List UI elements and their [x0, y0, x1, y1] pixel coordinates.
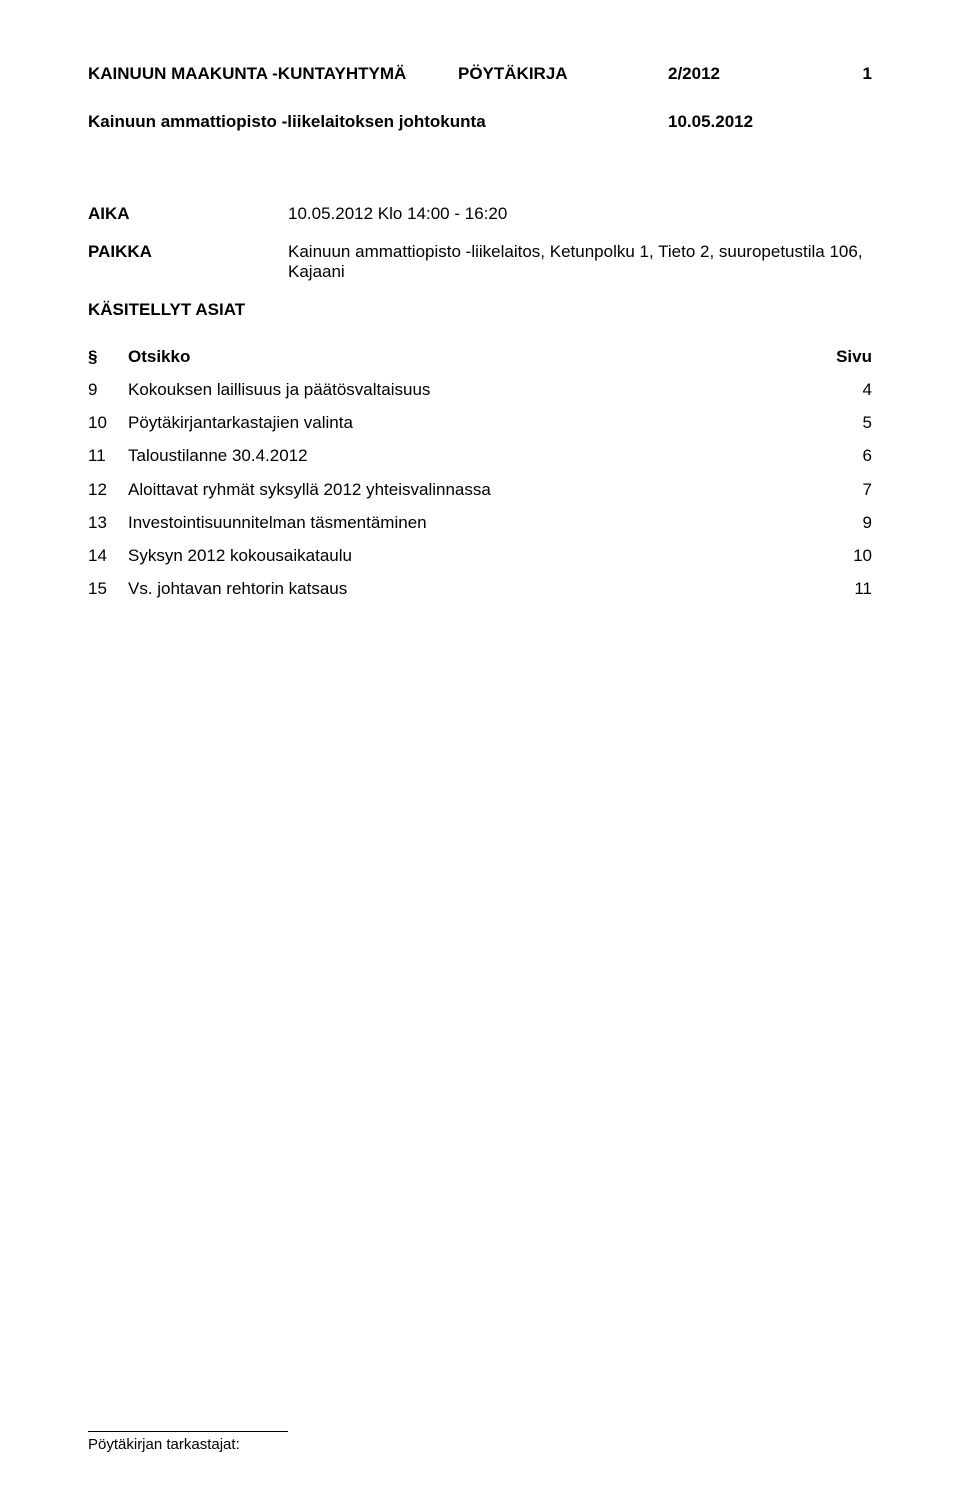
toc-title: Vs. johtavan rehtorin katsaus: [128, 572, 812, 605]
subheader-row: Kainuun ammattiopisto -liikelaitoksen jo…: [88, 112, 872, 132]
toc-row: 12 Aloittavat ryhmät syksyllä 2012 yhtei…: [88, 473, 872, 506]
toc-sym: 15: [88, 572, 128, 605]
toc-title: Aloittavat ryhmät syksyllä 2012 yhteisva…: [128, 473, 812, 506]
footer-reviewers: Pöytäkirjan tarkastajat:: [88, 1431, 288, 1453]
toc-row: 9 Kokouksen laillisuus ja päätösvaltaisu…: [88, 373, 872, 406]
matters-title: KÄSITELLYT ASIAT: [88, 300, 872, 320]
toc-page: 6: [812, 439, 872, 472]
toc-sym: 13: [88, 506, 128, 539]
toc-head-page: Sivu: [812, 340, 872, 373]
toc-title: Syksyn 2012 kokousaikataulu: [128, 539, 812, 572]
toc-title: Investointisuunnitelman täsmentäminen: [128, 506, 812, 539]
toc-page: 5: [812, 406, 872, 439]
header-doctype: PÖYTÄKIRJA: [458, 64, 668, 84]
toc-page: 4: [812, 373, 872, 406]
document-page: KAINUUN MAAKUNTA -KUNTAYHTYMÄ PÖYTÄKIRJA…: [0, 0, 960, 1509]
toc-head-sym: §: [88, 340, 128, 373]
toc-head-title: Otsikko: [128, 340, 812, 373]
toc-sym: 11: [88, 439, 128, 472]
toc-page: 11: [812, 572, 872, 605]
toc-sym: 14: [88, 539, 128, 572]
toc-title: Taloustilanne 30.4.2012: [128, 439, 812, 472]
meta-place-row: PAIKKA Kainuun ammattiopisto -liikelaito…: [88, 242, 872, 282]
toc-page: 10: [812, 539, 872, 572]
toc-page: 9: [812, 506, 872, 539]
toc-row: 11 Taloustilanne 30.4.2012 6: [88, 439, 872, 472]
meta-time-label: AIKA: [88, 204, 288, 224]
header-row: KAINUUN MAAKUNTA -KUNTAYHTYMÄ PÖYTÄKIRJA…: [88, 64, 872, 84]
subheader-date: 10.05.2012: [588, 112, 868, 132]
toc-sym: 9: [88, 373, 128, 406]
meta-place-label: PAIKKA: [88, 242, 288, 282]
toc-page: 7: [812, 473, 872, 506]
toc-title: Pöytäkirjantarkastajien valinta: [128, 406, 812, 439]
meta-place-value: Kainuun ammattiopisto -liikelaitos, Ketu…: [288, 242, 872, 282]
subheader-board: Kainuun ammattiopisto -liikelaitoksen jo…: [88, 112, 588, 132]
toc-row: 15 Vs. johtavan rehtorin katsaus 11: [88, 572, 872, 605]
toc-row: 13 Investointisuunnitelman täsmentäminen…: [88, 506, 872, 539]
header-org: KAINUUN MAAKUNTA -KUNTAYHTYMÄ: [88, 64, 458, 84]
toc-sym: 10: [88, 406, 128, 439]
toc-head-row: § Otsikko Sivu: [88, 340, 872, 373]
meta-time-value: 10.05.2012 Klo 14:00 - 16:20: [288, 204, 872, 224]
meta-time-row: AIKA 10.05.2012 Klo 14:00 - 16:20: [88, 204, 872, 224]
toc-row: 10 Pöytäkirjantarkastajien valinta 5: [88, 406, 872, 439]
toc-title: Kokouksen laillisuus ja päätösvaltaisuus: [128, 373, 812, 406]
toc-row: 14 Syksyn 2012 kokousaikataulu 10: [88, 539, 872, 572]
header-meetingno: 2/2012: [668, 64, 798, 84]
header-pageno: 1: [798, 64, 872, 84]
toc-sym: 12: [88, 473, 128, 506]
